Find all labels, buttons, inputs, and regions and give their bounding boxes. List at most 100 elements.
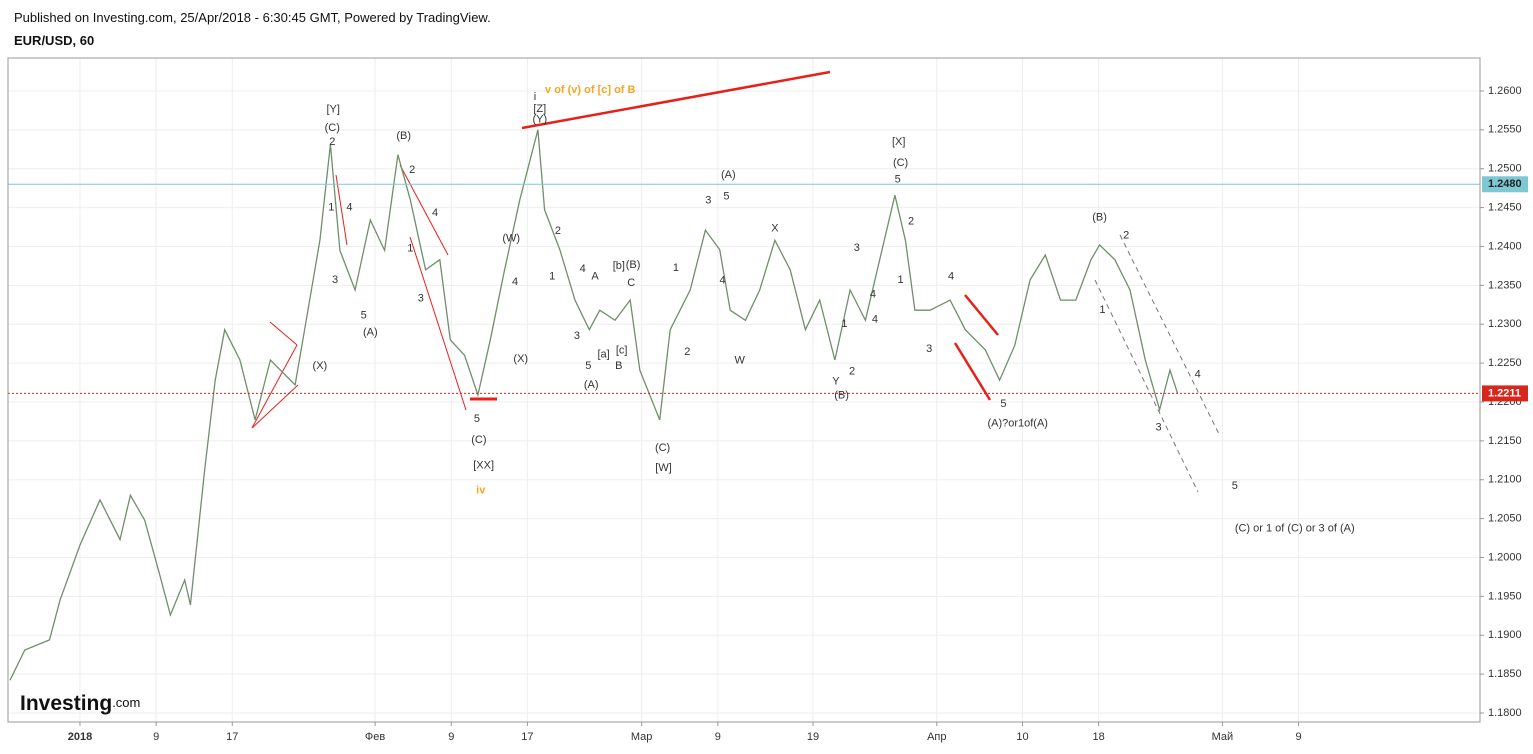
plot-frame: [7, 57, 1481, 723]
y-tick-label: 1.2550: [1488, 124, 1522, 136]
x-tick-label: 19: [807, 731, 819, 743]
y-tick-label: 1.1850: [1488, 668, 1522, 680]
wave-label: [Y]: [326, 104, 339, 116]
trend-line: [409, 236, 467, 411]
wave-label: (A)?or1of(A): [987, 418, 1048, 430]
trend-line: [251, 344, 298, 429]
trend-line: [335, 174, 348, 246]
channel-line: [1119, 234, 1221, 437]
trend-line: [521, 70, 831, 130]
grid: [8, 58, 1480, 722]
wave-label: 1: [328, 202, 334, 214]
wave-label: 4: [870, 289, 876, 301]
wave-label: (B): [1092, 212, 1107, 224]
y-tick-label: 1.2000: [1488, 551, 1522, 563]
wave-drawings: [251, 70, 1221, 493]
wave-label: 2: [555, 225, 561, 237]
y-tick-label: 1.2500: [1488, 163, 1522, 175]
wave-label: 3: [1156, 422, 1162, 434]
wave-label: 4: [512, 276, 518, 288]
wave-label: 4: [1195, 369, 1201, 381]
plot: [Y](C)21 435(A)(X)(B)24135(C)[XX]iv(W)4(X…: [8, 84, 1480, 681]
y-tick-label: 1.1950: [1488, 590, 1522, 602]
wave-label: W: [735, 355, 746, 367]
y-tick-label: 1.2250: [1488, 357, 1522, 369]
wave-label: C: [627, 277, 635, 289]
wave-label: (B): [834, 390, 849, 402]
wave-label: [X]: [892, 136, 905, 148]
wave-label: 5: [474, 413, 480, 425]
wave-label: 2: [329, 136, 335, 148]
wave-label: (C): [471, 434, 486, 446]
trend-line: [964, 294, 999, 336]
wave-label: [a]: [597, 348, 609, 360]
y-tick-label: 1.2150: [1488, 435, 1522, 447]
x-tick-label: 9: [715, 731, 721, 743]
wave-label: 2: [409, 164, 415, 176]
wave-label: (C): [893, 157, 908, 169]
x-tick-label: 2018: [68, 731, 92, 743]
wave-label: B: [615, 360, 622, 372]
wave-label: 5: [585, 360, 591, 372]
wave-label: 1: [673, 262, 679, 274]
wave-label: 3: [332, 274, 338, 286]
wave-label: (B): [626, 259, 641, 271]
wave-label: 5: [361, 310, 367, 322]
x-tick-label: 18: [1092, 731, 1104, 743]
wave-label: 5: [723, 191, 729, 203]
wave-label: X: [771, 222, 779, 234]
wave-label: (A): [584, 379, 599, 391]
wave-label: 5: [1000, 398, 1006, 410]
x-tick-label: 9: [448, 731, 454, 743]
wave-label: (C): [325, 122, 340, 134]
wave-label: 4: [580, 263, 586, 275]
x-tick-label: 10: [1016, 731, 1028, 743]
wave-label: 5: [1232, 480, 1238, 492]
wave-label: (X): [513, 353, 528, 365]
wave-label: (C): [655, 442, 670, 454]
y-tick-label: 1.2350: [1488, 279, 1522, 291]
x-tick-label: Фев: [365, 731, 385, 743]
wave-label: 1: [841, 318, 847, 330]
logo-main: Investing: [20, 692, 112, 715]
y-tick-label: 1.2450: [1488, 202, 1522, 214]
wave-label: 1: [898, 274, 904, 286]
wave-label: (A): [721, 169, 736, 181]
x-tick-label: Май: [1212, 731, 1234, 743]
wave-label: (Y): [532, 114, 547, 126]
trend-line: [399, 164, 449, 256]
x-tick-label: 9: [1295, 731, 1301, 743]
wave-label: 1: [549, 271, 555, 283]
wave-label: [W]: [655, 462, 672, 474]
wave-label: 1: [407, 243, 413, 255]
wave-label: 5: [895, 174, 901, 186]
wave-label: 3: [574, 330, 580, 342]
wave-label: [Z]: [533, 103, 546, 115]
wave-label: 1: [1099, 304, 1105, 316]
price-line: [9, 129, 1179, 681]
y-tick-label: 1.2050: [1488, 513, 1522, 525]
wave-label: 2: [1123, 229, 1129, 241]
wave-label: 3: [854, 242, 860, 254]
y-tick-label: 1.1800: [1488, 707, 1522, 719]
wave-label: (A): [363, 327, 378, 339]
x-tick-label: Апр: [927, 731, 946, 743]
wave-label: 2: [908, 215, 914, 227]
wave-label: 3: [705, 195, 711, 207]
wave-label: (X): [313, 360, 328, 372]
wave-label: 3: [418, 292, 424, 304]
published-note: Published on Investing.com, 25/Apr/2018 …: [14, 10, 491, 25]
trend-line: [953, 342, 992, 401]
wave-label: A: [591, 271, 599, 283]
wave-label: (B): [396, 130, 411, 142]
wave-label: Y: [832, 376, 840, 388]
y-tick-label: 1.2100: [1488, 474, 1522, 486]
wave-label: iv: [476, 485, 486, 497]
wave-label: 4: [432, 207, 438, 219]
y-tick-label: 1.2400: [1488, 240, 1522, 252]
trend-line: [251, 384, 299, 429]
y-tick-label: 1.2600: [1488, 85, 1522, 97]
wave-label: 2: [684, 346, 690, 358]
